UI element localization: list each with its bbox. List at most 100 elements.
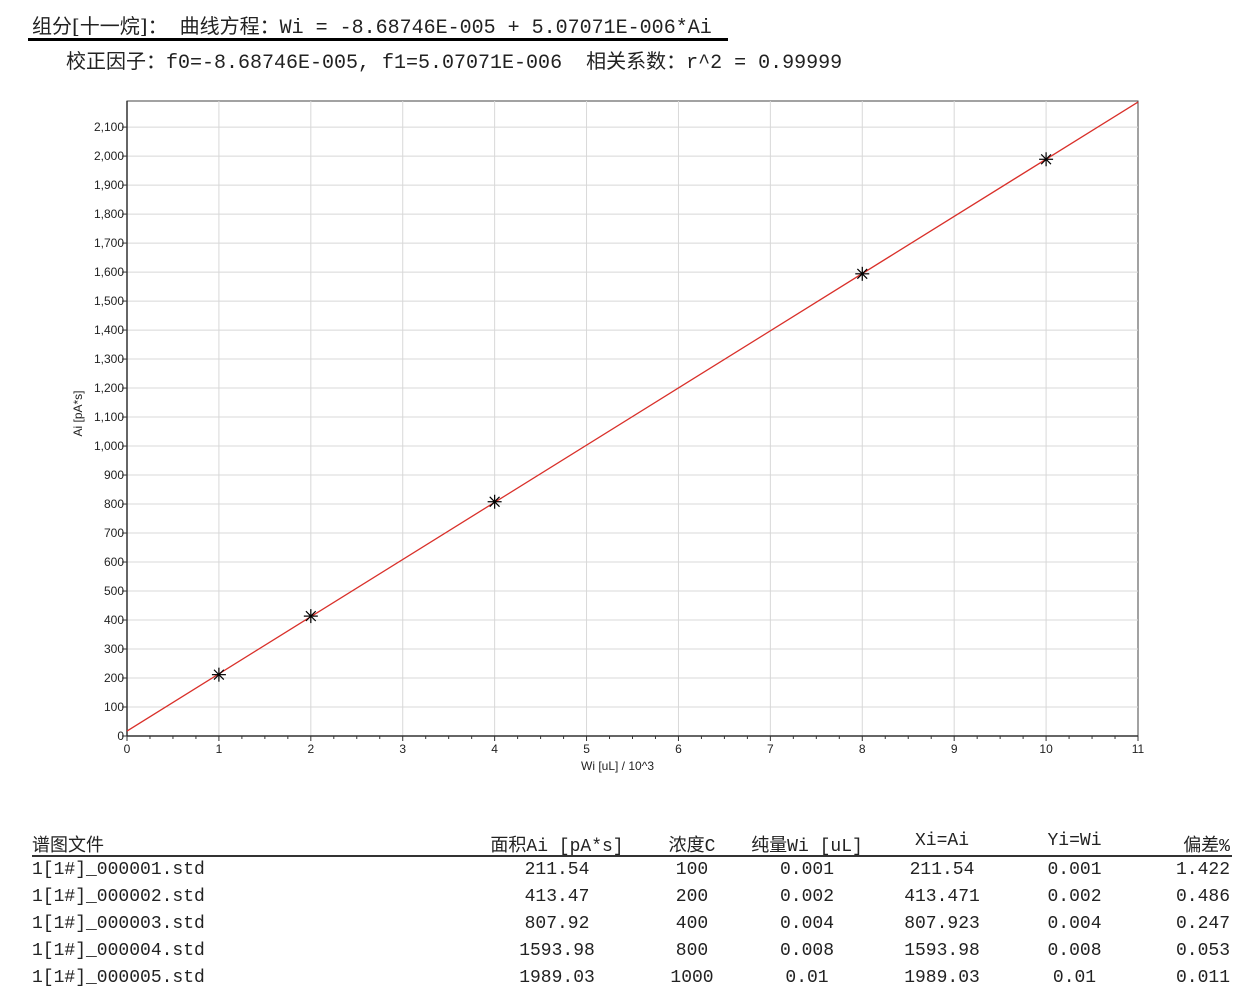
table-cell: 1[1#]_000002.std <box>32 887 205 907</box>
table-cell: 0.002 <box>1047 887 1102 907</box>
table-cell: 100 <box>675 860 709 880</box>
table-cell: 0.008 <box>1047 941 1102 961</box>
table-cell: 0.01 <box>1052 968 1097 988</box>
table-cell: 1593.98 <box>904 941 980 961</box>
y-tick-label: 900 <box>104 468 124 482</box>
data-point-marker <box>855 266 870 281</box>
x-tick-label: 6 <box>675 742 682 756</box>
corr-text: r^2 = 0.99999 <box>686 52 843 75</box>
col-deviation: 偏差% <box>1183 837 1230 857</box>
equation-header: 组分[十一烷]： 曲线方程：Wi = -8.68746E-005 + 5.070… <box>32 10 712 40</box>
table-cell: 807.92 <box>524 914 590 934</box>
component-label: 组分[十一烷]： <box>32 14 168 38</box>
data-point-marker <box>1039 152 1054 167</box>
y-tick-label: 1,100 <box>94 410 124 424</box>
y-tick-label: 1,400 <box>94 323 124 337</box>
table-row: 1[1#]_000001.std 211.54 100 0.001 211.54 0.00… <box>32 857 1232 884</box>
table-cell: 0.011 <box>1175 968 1230 988</box>
table-cell: 413.47 <box>524 887 590 907</box>
header-rule <box>28 38 728 41</box>
table-cell: 0.053 <box>1175 941 1230 961</box>
table-cell: 1593.98 <box>519 941 595 961</box>
table-cell: 0.001 <box>779 860 834 880</box>
y-tick-label: 2,100 <box>94 120 124 134</box>
table-cell: 200 <box>675 887 709 907</box>
col-conc: 浓度C <box>668 837 716 857</box>
y-tick-label: 1,600 <box>94 265 124 279</box>
y-tick-label: 1,300 <box>94 352 124 366</box>
x-tick-label: 8 <box>859 742 866 756</box>
y-tick-label: 1,700 <box>94 236 124 250</box>
corr-label: 相关系数： <box>586 52 687 75</box>
table-row: 1[1#]_000002.std 413.47 200 0.002 413.471 0.0… <box>32 884 1232 911</box>
results-table: 谱图文件 面积Ai [pA*s] 浓度C 纯量Wi [uL] Xi=Ai Yi=… <box>32 828 1232 992</box>
table-cell: 800 <box>675 941 709 961</box>
y-tick-label: 700 <box>104 526 124 540</box>
table-cell: 413.471 <box>904 887 980 907</box>
y-tick-label: 1,000 <box>94 439 124 453</box>
col-amount: 纯量Wi [uL] <box>751 837 863 857</box>
table-cell: 1[1#]_000004.std <box>32 941 205 961</box>
table-cell: 0.004 <box>1047 914 1102 934</box>
data-point-marker <box>487 494 502 509</box>
table-row: 1[1#]_000003.std 807.92 400 0.004 807.923 0.0… <box>32 911 1232 938</box>
y-tick-label: 1,200 <box>94 381 124 395</box>
table-cell: 0.001 <box>1047 860 1102 880</box>
table-cell: 1.422 <box>1175 860 1230 880</box>
x-tick-label: 3 <box>399 742 406 756</box>
table-cell: 807.923 <box>904 914 980 934</box>
table-cell: 1[1#]_000001.std <box>32 860 205 880</box>
table-cell: 1000 <box>670 968 714 988</box>
x-tick-label: 5 <box>583 742 590 756</box>
x-axis-label: Wi [uL] / 10^3 <box>581 759 654 773</box>
y-tick-label: 1,500 <box>94 294 124 308</box>
equation-label: 曲线方程： <box>179 14 280 38</box>
x-tick-label: 1 <box>216 742 223 756</box>
equation-text: Wi = -8.68746E-005 + 5.07071E-006*Ai <box>279 17 712 40</box>
col-area: 面积Ai [pA*s] <box>490 837 624 857</box>
y-tick-label: 400 <box>104 613 124 627</box>
table-row: 1[1#]_000005.std 1989.03 1000 0.01 1989.03 0.… <box>32 965 1232 992</box>
x-tick-label: 10 <box>1039 742 1053 756</box>
y-tick-label: 1,900 <box>94 178 124 192</box>
y-axis-label: Ai [pA*s] <box>71 390 85 436</box>
x-tick-label: 7 <box>767 742 774 756</box>
table-cell: 1[1#]_000003.std <box>32 914 205 934</box>
table-cell: 1[1#]_000005.std <box>32 968 205 988</box>
table-header: 谱图文件 面积Ai [pA*s] 浓度C 纯量Wi [uL] Xi=Ai Yi=… <box>32 828 1232 857</box>
table-cell: 0.002 <box>779 887 834 907</box>
x-tick-label: 11 <box>1132 742 1145 756</box>
table-cell: 1989.03 <box>904 968 980 988</box>
y-tick-label: 600 <box>104 555 124 569</box>
col-yi: Yi=Wi <box>1047 831 1102 851</box>
y-tick-label: 200 <box>104 671 124 685</box>
calibration-chart: 0 1 2 3 4 5 6 7 8 9 10 11 0 100 200 300 400 500 600 700 800 9… <box>71 100 1145 773</box>
table-cell: 211.54 <box>909 860 975 880</box>
x-tick-label: 9 <box>951 742 958 756</box>
table-row: 1[1#]_000004.std 1593.98 800 0.008 1593.98 0.… <box>32 938 1232 965</box>
table-cell: 0.01 <box>785 968 829 988</box>
table-cell: 1989.03 <box>519 968 595 988</box>
fit-line <box>126 101 1139 732</box>
table-cell: 211.54 <box>524 860 590 880</box>
y-tick-label: 100 <box>104 700 124 714</box>
x-tick-label: 2 <box>307 742 314 756</box>
data-point-marker <box>211 667 226 682</box>
y-tick-label: 2,000 <box>94 149 124 163</box>
x-tick-label: 0 <box>124 742 131 756</box>
table-cell: 0.247 <box>1175 914 1230 934</box>
y-tick-label: 800 <box>104 497 124 511</box>
y-tick-label: 300 <box>104 642 124 656</box>
table-cell: 0.486 <box>1175 887 1230 907</box>
factors-label: 校正因子： <box>66 52 166 75</box>
factors-text: f0=-8.68746E-005, f1=5.07071E-006 <box>166 52 563 75</box>
table-cell: 0.004 <box>779 914 834 934</box>
col-file: 谱图文件 <box>32 837 104 857</box>
table-cell: 0.008 <box>779 941 834 961</box>
col-xi: Xi=Ai <box>914 831 969 851</box>
y-tick-label: 0 <box>117 729 124 743</box>
y-tick-label: 500 <box>104 584 124 598</box>
data-point-marker <box>303 609 318 624</box>
y-tick-label: 1,800 <box>94 207 124 221</box>
factors-line: 校正因子：f0=-8.68746E-005, f1=5.07071E-006 相… <box>66 45 842 75</box>
